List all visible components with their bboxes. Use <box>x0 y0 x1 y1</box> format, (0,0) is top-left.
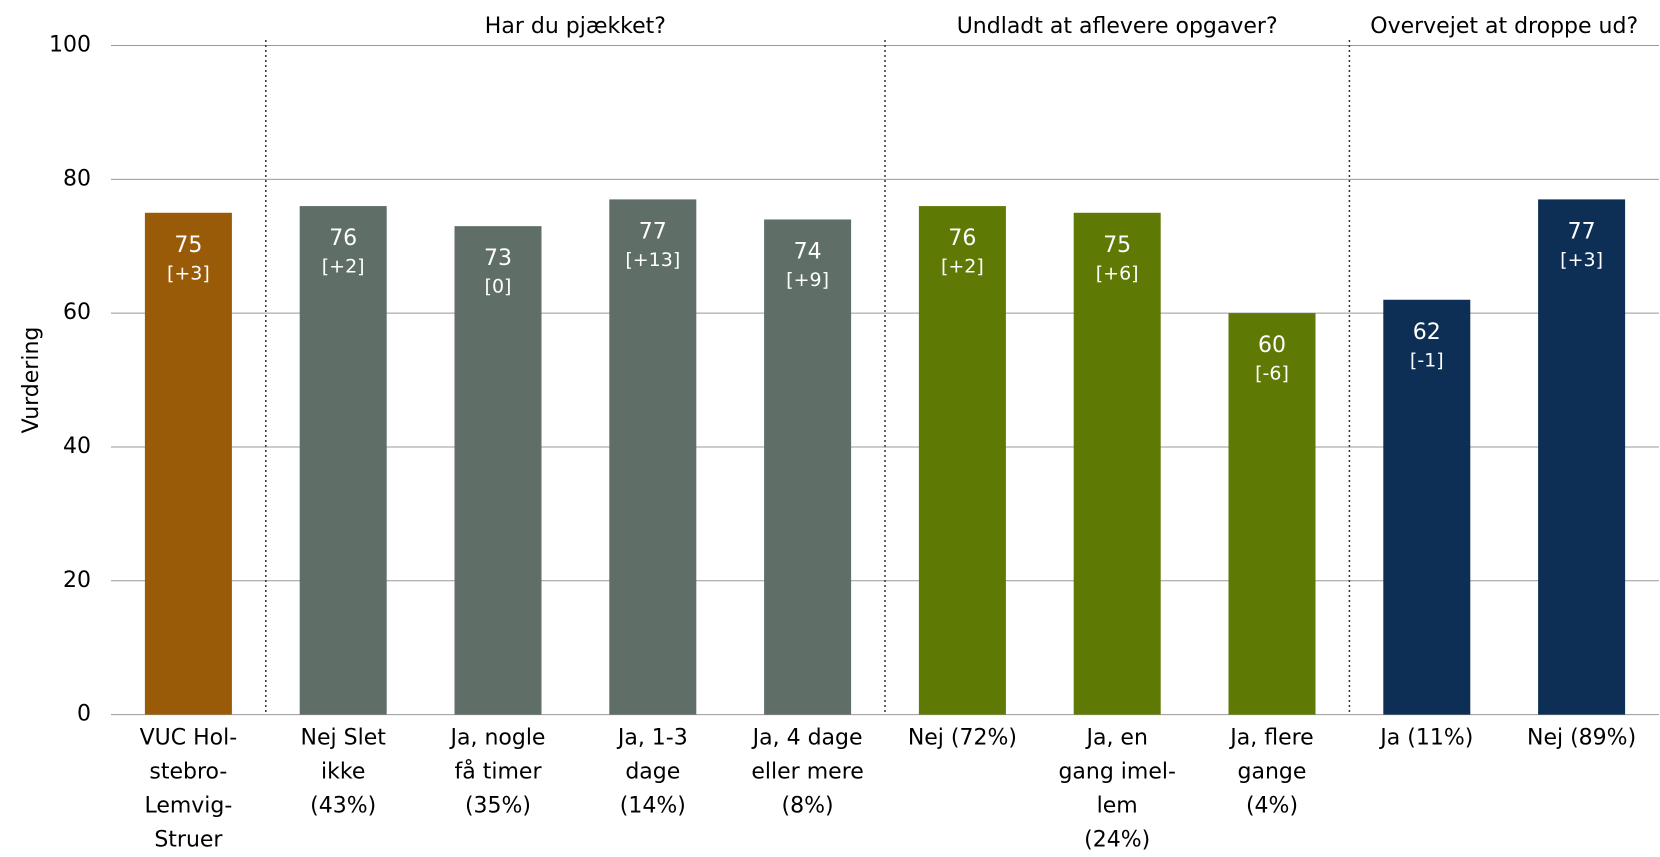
y-tick-label: 40 <box>63 434 91 459</box>
x-tick-label: lem <box>1097 794 1138 819</box>
value-label: 77 <box>1568 219 1596 244</box>
group-title: Undladt at aflevere opgaver? <box>957 14 1278 39</box>
value-label: 75 <box>174 233 202 258</box>
y-tick-label: 20 <box>63 568 91 593</box>
bar <box>299 206 387 715</box>
change-label: [+13] <box>625 249 680 271</box>
x-tick-label: Ja, nogle <box>449 726 546 751</box>
value-label: 73 <box>484 246 512 271</box>
x-tick-label: (43%) <box>310 794 376 819</box>
change-label: [0] <box>485 276 512 298</box>
x-tick-label: ikke <box>321 760 365 785</box>
x-tick-label: stebro- <box>149 760 227 785</box>
bar <box>1383 299 1471 715</box>
bar <box>1073 212 1161 715</box>
y-tick-label: 60 <box>63 300 91 325</box>
x-tick-label: (24%) <box>1084 828 1150 853</box>
change-label: [+2] <box>941 256 984 278</box>
x-tick-label: (35%) <box>465 794 531 819</box>
value-label: 60 <box>1258 333 1286 358</box>
bar <box>1538 199 1626 715</box>
y-axis-label: Vurdering <box>19 327 44 434</box>
value-label: 74 <box>794 239 822 264</box>
x-tick-label: Struer <box>154 828 223 853</box>
value-label: 75 <box>1103 233 1131 258</box>
bar <box>1228 313 1316 715</box>
x-tick-label: Ja, 4 dage <box>751 726 863 751</box>
y-tick-label: 80 <box>63 166 91 191</box>
change-label: [+9] <box>786 269 829 291</box>
x-tick-label: Lemvig- <box>144 794 232 819</box>
x-tick-label: Ja (11%) <box>1378 726 1473 751</box>
change-label: [+3] <box>1560 249 1603 271</box>
value-label: 77 <box>639 219 667 244</box>
x-tick-label: eller mere <box>751 760 863 785</box>
value-label: 76 <box>948 226 976 251</box>
change-label: [-1] <box>1410 349 1444 371</box>
x-tick-label: Ja, 1-3 <box>616 726 688 751</box>
x-tick-label: få timer <box>455 759 543 785</box>
x-tick-label: Nej Slet <box>301 726 387 751</box>
x-tick-label: (14%) <box>620 794 686 819</box>
change-label: [+6] <box>1096 262 1139 284</box>
bar <box>918 206 1006 715</box>
bar <box>609 199 697 715</box>
x-tick-label: Nej (89%) <box>1527 726 1636 751</box>
change-label: [-6] <box>1255 363 1289 385</box>
change-label: [+3] <box>167 262 210 284</box>
x-tick-label: Ja, flere <box>1228 726 1313 751</box>
value-label: 76 <box>329 226 357 251</box>
bar <box>144 212 232 715</box>
x-tick-label: gange <box>1238 760 1307 785</box>
x-tick-label: VUC Hol- <box>140 726 238 751</box>
change-label: [+2] <box>322 256 365 278</box>
group-title: Har du pjækket? <box>485 14 666 39</box>
x-tick-label: gang imel- <box>1058 760 1175 785</box>
bar <box>764 219 852 715</box>
x-tick-label: (8%) <box>782 794 834 819</box>
x-tick-label: Ja, en <box>1084 726 1147 751</box>
x-tick-label: (4%) <box>1246 794 1298 819</box>
group-title: Overvejet at droppe ud? <box>1370 14 1638 39</box>
x-tick-label: Nej (72%) <box>908 726 1017 751</box>
y-tick-label: 0 <box>77 702 91 727</box>
bar <box>454 226 542 715</box>
value-label: 62 <box>1413 320 1441 345</box>
y-tick-label: 100 <box>49 33 91 58</box>
x-tick-label: dage <box>625 760 680 785</box>
